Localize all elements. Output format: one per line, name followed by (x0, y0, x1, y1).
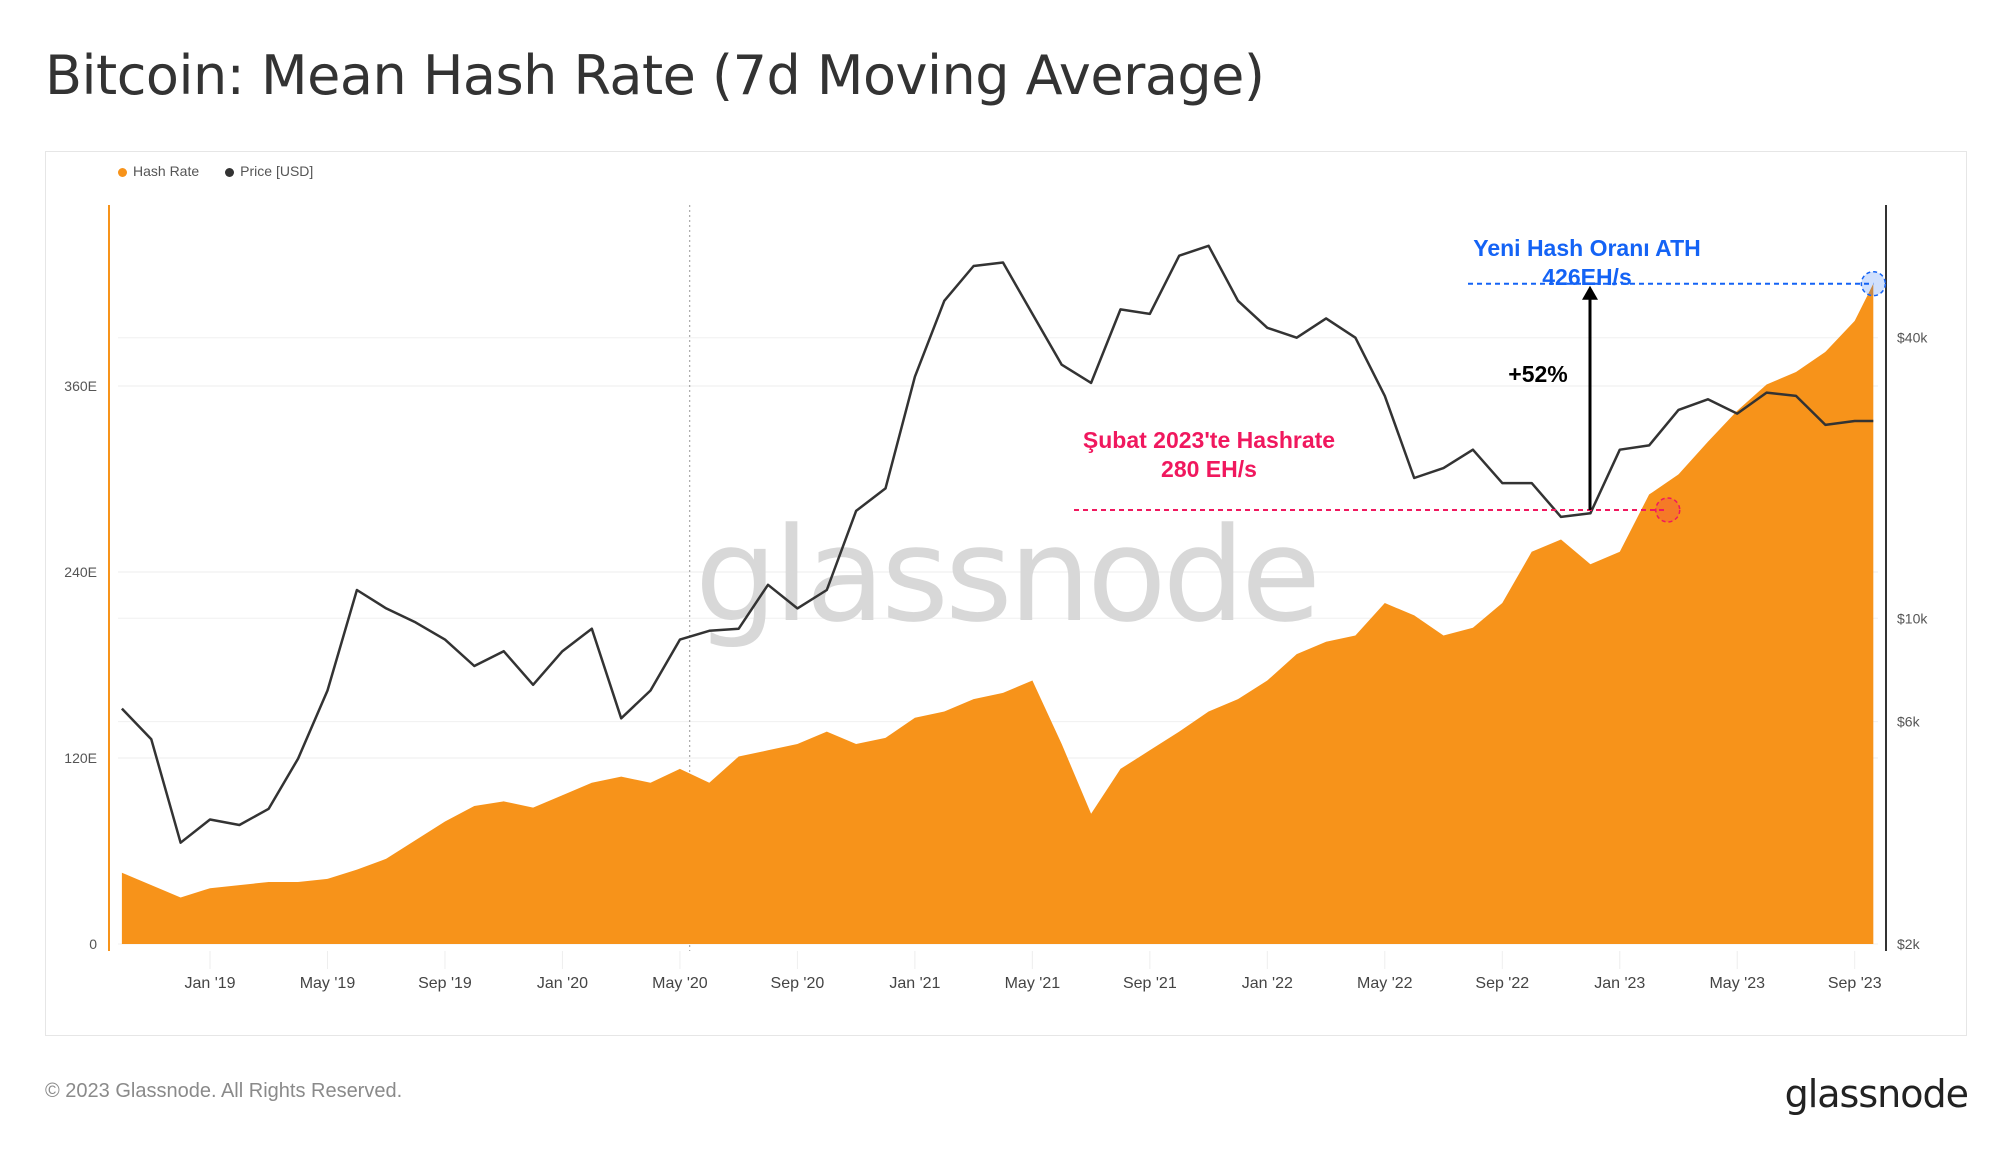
ath-annotation-label: Yeni Hash Oranı ATH (1473, 235, 1701, 261)
feb-2023-annotation-label: Şubat 2023'te Hashrate (1083, 427, 1335, 453)
ath-marker (1860, 270, 1887, 297)
y-right-tick-label: $40k (1897, 330, 1928, 346)
y-right-tick-label: $2k (1897, 936, 1921, 952)
legend-price[interactable]: Price [USD] (225, 163, 313, 179)
hash-rate-dot-icon (118, 167, 127, 177)
y-right-tick-label: $10k (1897, 610, 1928, 626)
x-tick-label: Sep '20 (771, 975, 825, 992)
feb-2023-annotation-label: 280 EH/s (1161, 456, 1257, 482)
watermark: glassnode (695, 499, 1317, 651)
arrow-up-icon (1582, 285, 1598, 300)
x-tick-label: Sep '23 (1828, 975, 1882, 992)
growth-percent-label: +52% (1508, 361, 1567, 387)
y-left-tick-label: 240E (64, 564, 97, 580)
y-left-tick-label: 120E (64, 750, 97, 766)
x-tick-label: May '21 (1005, 975, 1061, 992)
x-tick-label: Sep '19 (418, 975, 472, 992)
x-tick-label: Sep '21 (1123, 975, 1177, 992)
legend-hash-rate[interactable]: Hash Rate (118, 163, 199, 179)
hash-rate-area (121, 283, 1874, 944)
y-right-tick-label: $6k (1897, 714, 1921, 730)
price-dot-icon (225, 167, 235, 177)
glassnode-logo: glassnode (1784, 1072, 1969, 1116)
x-tick-label: Jan '20 (537, 975, 588, 992)
x-tick-label: May '19 (300, 975, 356, 992)
feb-2023-marker (1654, 497, 1681, 523)
chart-frame (45, 151, 1967, 1036)
x-tick-label: Jan '19 (184, 975, 235, 992)
x-tick-label: Jan '21 (889, 975, 940, 992)
x-tick-label: May '20 (652, 975, 708, 992)
legend: Hash Rate Price [USD] (118, 163, 313, 179)
x-tick-label: May '23 (1709, 975, 1765, 992)
x-tick-label: Jan '22 (1242, 975, 1293, 992)
x-tick-label: Sep '22 (1475, 975, 1529, 992)
y-left-tick-label: 0 (89, 936, 97, 952)
copyright: © 2023 Glassnode. All Rights Reserved. (45, 1080, 403, 1102)
legend-label: Hash Rate (133, 163, 200, 179)
page-title: Bitcoin: Mean Hash Rate (7d Moving Avera… (45, 44, 1265, 107)
x-tick-label: Jan '23 (1594, 975, 1645, 992)
legend-label: Price [USD] (240, 163, 314, 179)
y-left-tick-label: 360E (64, 378, 97, 394)
ath-annotation-label: 426EH/s (1542, 264, 1632, 290)
x-tick-label: May '22 (1357, 975, 1413, 992)
